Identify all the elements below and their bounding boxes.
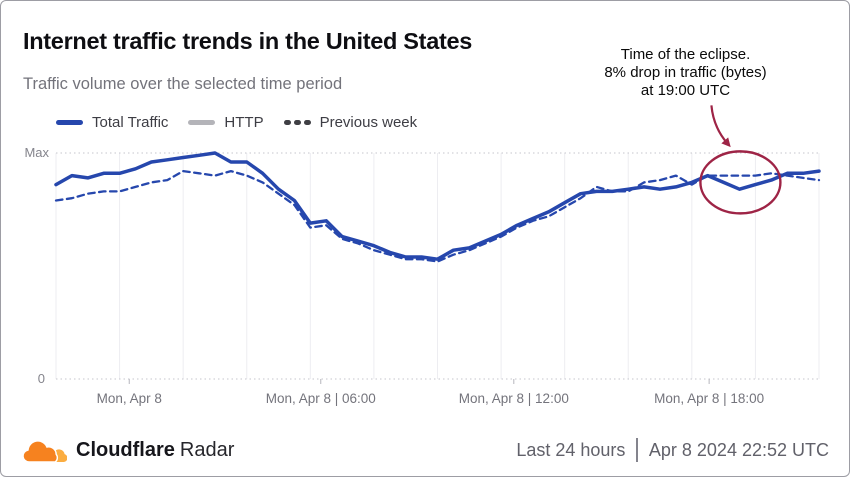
total-traffic-line-swatch-icon [56, 119, 83, 126]
x-tick-label: Mon, Apr 8 | 12:00 [458, 391, 569, 406]
y-axis-zero-label: 0 [37, 371, 45, 386]
cloudflare-radar-brand: Cloudflare Radar [21, 435, 234, 466]
legend-label-http: HTTP [224, 114, 264, 131]
eclipse-annotation-line-2: 8% drop in traffic (bytes) [604, 64, 767, 81]
brand-wordmark: Cloudflare Radar [76, 439, 234, 462]
legend: Total Traffic HTTP Previous week [56, 114, 417, 131]
page-subtitle: Traffic volume over the selected time pe… [23, 75, 343, 93]
footer: Cloudflare Radar Last 24 hours Apr 8 2024… [1, 425, 849, 475]
legend-label-previous-week: Previous week [319, 114, 418, 131]
x-tick-label: Mon, Apr 8 [96, 391, 162, 406]
legend-item-total-traffic[interactable]: Total Traffic [56, 114, 168, 131]
eclipse-annotation-line-3: at 19:00 UTC [640, 82, 731, 99]
eclipse-annotation-line-1: Time of the eclipse. [620, 46, 751, 63]
legend-item-http[interactable]: HTTP [188, 114, 264, 131]
brand-radar: Radar [179, 438, 235, 461]
previous-week-dash-swatch-icon [283, 119, 311, 126]
http-line-swatch-icon [188, 119, 216, 126]
timestamp-label: Apr 8 2024 22:52 UTC [648, 439, 829, 460]
cloudflare-logo-icon [22, 439, 67, 463]
time-range-label: Last 24 hours [516, 439, 626, 460]
x-tick-label: Mon, Apr 8 | 18:00 [654, 391, 765, 406]
legend-label-total-traffic: Total Traffic [92, 114, 169, 131]
brand-cloudflare: Cloudflare [76, 438, 175, 461]
y-axis-max-label: Max [24, 145, 49, 160]
eclipse-annotation: Time of the eclipse. 8% drop in traffic … [583, 46, 788, 100]
page-title: Internet traffic trends in the United St… [23, 28, 473, 54]
x-tick-label: Mon, Apr 8 | 06:00 [265, 391, 376, 406]
legend-item-previous-week[interactable]: Previous week [283, 114, 418, 131]
footer-divider [636, 438, 638, 462]
footer-time-info: Last 24 hours Apr 8 2024 22:52 UTC [516, 438, 829, 462]
